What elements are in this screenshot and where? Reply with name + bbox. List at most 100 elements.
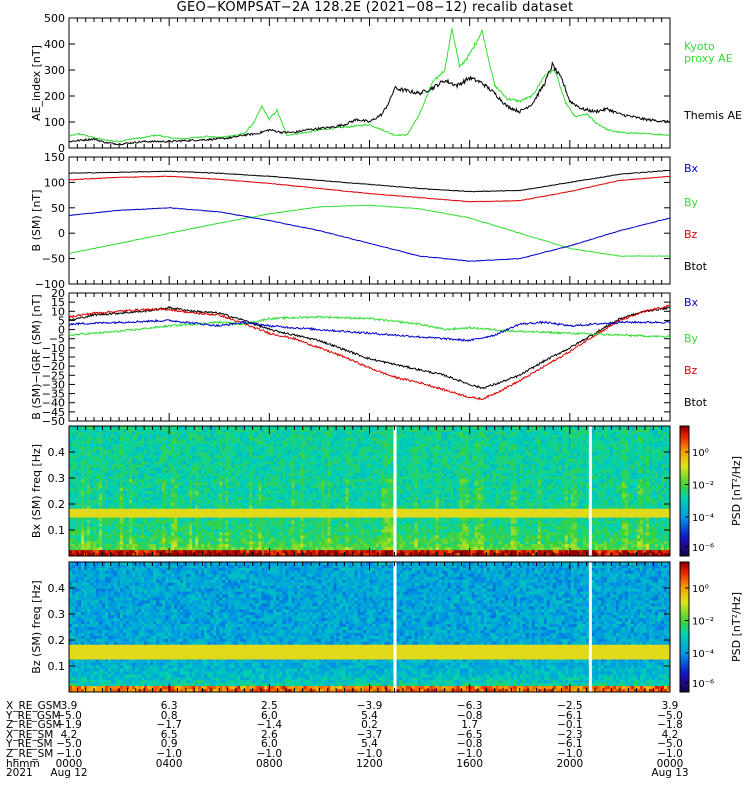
psd-cell <box>105 509 108 512</box>
psd-cell <box>357 506 360 509</box>
psd-cell <box>159 461 162 464</box>
psd-cell <box>267 524 270 527</box>
psd-cell <box>96 491 99 494</box>
psd-cell <box>165 429 168 432</box>
psd-cell <box>111 503 114 506</box>
psd-cell <box>273 547 276 550</box>
psd-cell <box>153 518 156 521</box>
psd-cell <box>300 479 303 482</box>
psd-cell <box>123 524 126 527</box>
psd-cell <box>276 464 279 467</box>
psd-cell <box>105 444 108 447</box>
psd-cell <box>144 447 147 450</box>
psd-cell <box>204 426 207 429</box>
psd-cell <box>282 503 285 506</box>
psd-cell <box>216 521 219 524</box>
psd-cell <box>207 535 210 538</box>
psd-cell <box>246 444 249 447</box>
psd-cell <box>249 521 252 524</box>
psd-cell <box>183 538 186 541</box>
psd-cell <box>102 500 105 503</box>
psd-cell <box>171 503 174 506</box>
psd-cell <box>156 538 159 541</box>
psd-cell <box>231 550 234 553</box>
psd-cell <box>237 491 240 494</box>
psd-cell <box>225 506 228 509</box>
psd-cell <box>345 500 348 503</box>
psd-cell <box>261 509 264 512</box>
psd-cell <box>294 538 297 541</box>
psd-cell <box>222 432 225 435</box>
psd-cell <box>297 438 300 441</box>
psd-cell <box>330 509 333 512</box>
psd-cell <box>357 550 360 553</box>
psd-cell <box>159 509 162 512</box>
psd-cell <box>135 438 138 441</box>
psd-cell <box>156 532 159 535</box>
psd-cell <box>114 482 117 485</box>
psd-cell <box>147 532 150 535</box>
psd-cell <box>108 485 111 488</box>
psd-cell <box>198 482 201 485</box>
psd-cell <box>222 461 225 464</box>
psd-cell <box>318 432 321 435</box>
psd-cell <box>192 441 195 444</box>
psd-cell <box>270 518 273 521</box>
psd-cell <box>288 473 291 476</box>
psd-cell <box>189 476 192 479</box>
psd-cell <box>339 529 342 532</box>
psd-cell <box>261 441 264 444</box>
psd-cell <box>285 509 288 512</box>
psd-cell <box>102 506 105 509</box>
psd-cell <box>261 550 264 553</box>
psd-cell <box>78 438 81 441</box>
psd-cell <box>249 494 252 497</box>
psd-cell <box>165 464 168 467</box>
y-tick-label: 0 <box>58 227 65 240</box>
psd-cell <box>306 497 309 500</box>
psd-cell <box>195 491 198 494</box>
psd-cell <box>162 541 165 544</box>
psd-cell <box>303 515 306 518</box>
psd-cell <box>348 441 351 444</box>
psd-cell <box>306 515 309 518</box>
psd-cell <box>81 547 84 550</box>
psd-cell <box>84 512 87 515</box>
psd-cell <box>324 444 327 447</box>
psd-cell <box>360 506 363 509</box>
psd-cell <box>108 459 111 462</box>
psd-cell <box>273 491 276 494</box>
psd-cell <box>276 438 279 441</box>
psd-cell <box>258 532 261 535</box>
psd-cell <box>318 444 321 447</box>
psd-cell <box>192 535 195 538</box>
y-tick-label: 500 <box>44 12 65 25</box>
psd-cell <box>132 526 135 529</box>
psd-cell <box>144 456 147 459</box>
psd-cell <box>117 500 120 503</box>
psd-cell <box>234 518 237 521</box>
psd-cell <box>264 506 267 509</box>
psd-cell <box>345 550 348 553</box>
psd-cell <box>180 479 183 482</box>
psd-cell <box>228 476 231 479</box>
psd-cell <box>234 450 237 453</box>
psd-cell <box>168 450 171 453</box>
psd-cell <box>294 485 297 488</box>
psd-cell <box>351 500 354 503</box>
psd-cell <box>177 453 180 456</box>
psd-cell <box>135 521 138 524</box>
psd-cell <box>186 524 189 527</box>
psd-cell <box>99 509 102 512</box>
psd-cell <box>273 456 276 459</box>
psd-cell <box>192 456 195 459</box>
psd-cell <box>267 435 270 438</box>
psd-cell <box>354 491 357 494</box>
psd-cell <box>234 529 237 532</box>
psd-cell <box>267 473 270 476</box>
psd-cell <box>144 535 147 538</box>
psd-cell <box>363 447 366 450</box>
psd-cell <box>90 432 93 435</box>
psd-cell <box>132 429 135 432</box>
psd-cell <box>162 459 165 462</box>
